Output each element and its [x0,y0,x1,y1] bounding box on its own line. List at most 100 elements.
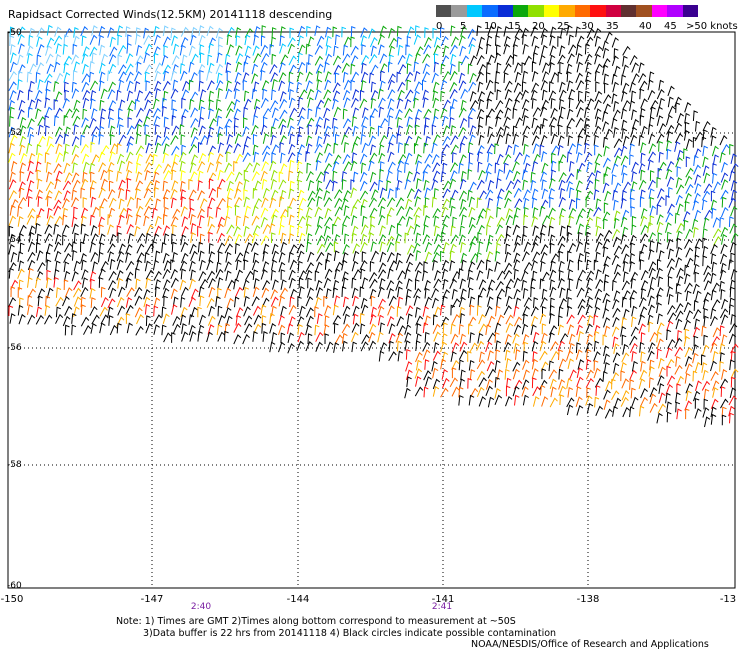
wind-barb [703,172,711,184]
wind-barb [368,232,375,243]
wind-barb [595,216,601,228]
wind-barb [89,60,95,72]
wind-barb [685,290,692,302]
wind-barb [8,244,15,255]
wind-barb [620,234,628,245]
wind-barb [54,107,63,118]
wind-barb [683,210,691,222]
wind-barb [137,232,146,243]
wind-barb [494,261,501,272]
wind-barb [701,190,711,201]
wind-barb [658,123,667,134]
wind-barb [323,61,330,73]
wind-barb [370,306,377,318]
wind-barb [17,251,24,263]
wind-barb [549,378,557,390]
wind-barb [27,196,33,207]
wind-barb [197,306,202,318]
wind-barb [171,304,178,315]
wind-barb [71,241,77,252]
wind-barb [730,163,739,174]
legend-swatch [605,5,622,17]
wind-barb [100,108,107,120]
wind-barb [602,47,610,59]
wind-barb [467,377,472,389]
wind-barb [287,37,296,48]
wind-barb [513,187,522,198]
wind-barb [630,277,637,289]
wind-barb [224,118,233,129]
wind-barb [98,216,105,228]
wind-barb [512,361,521,372]
wind-barb [440,250,445,262]
wind-barb [387,79,395,91]
wind-barb [397,325,406,336]
wind-barb [414,279,420,290]
wind-barb [612,280,617,291]
wind-barb [216,186,222,198]
wind-barb [521,379,530,390]
wind-barb [154,286,160,297]
wind-barb [728,323,738,334]
legend-swatch [636,5,653,17]
wind-barb [477,224,485,235]
wind-barb [406,116,413,127]
wind-barb [503,63,512,74]
wind-barb [541,99,549,110]
wind-barb [252,305,261,316]
wind-barb [584,53,593,64]
wind-barb [72,43,78,55]
wind-barb [27,314,36,325]
wind-barb [441,268,449,280]
wind-barb [676,267,684,278]
wind-barb [721,369,728,380]
wind-barb [567,324,575,335]
wind-barb [19,125,27,136]
wind-barb [242,152,251,162]
wind-barb [539,54,546,66]
wind-barb [63,162,71,174]
wind-barb [603,145,610,157]
wind-barb [109,233,117,245]
wind-barb [314,89,322,100]
wind-barb [685,156,691,167]
wind-barb [279,109,288,120]
wind-barb [350,97,359,108]
wind-barb [143,205,152,216]
wind-barb [695,120,701,132]
wind-barb [80,296,86,308]
wind-barb [639,341,645,353]
wind-barb [351,215,358,226]
wind-barb [388,323,396,334]
wind-barb [387,151,395,163]
wind-barb [163,170,172,181]
wind-barb [188,324,196,336]
wind-barb [388,332,396,344]
wind-barb [730,368,739,379]
wind-barb [333,142,339,154]
wind-barb [305,341,314,352]
wind-barb [467,142,474,153]
wind-barb [658,366,666,377]
wind-barb [503,125,510,137]
wind-barb [577,135,584,146]
wind-barb [638,62,645,73]
wind-barb [189,243,197,255]
wind-barb [179,314,187,326]
wind-barb [441,115,449,127]
wind-barb [188,79,194,91]
wind-barb [98,34,105,46]
wind-barb [244,34,251,46]
wind-barb [585,342,593,353]
wind-barb [181,97,186,109]
wind-barb [324,207,332,219]
wind-barb [413,223,421,235]
wind-barb [296,81,303,93]
wind-barb [595,405,604,416]
wind-barb [180,36,189,48]
wind-barb [126,322,133,334]
wind-barb [116,153,125,165]
wind-barb [208,178,214,190]
wind-barb [143,296,151,308]
wind-barb [55,143,63,154]
